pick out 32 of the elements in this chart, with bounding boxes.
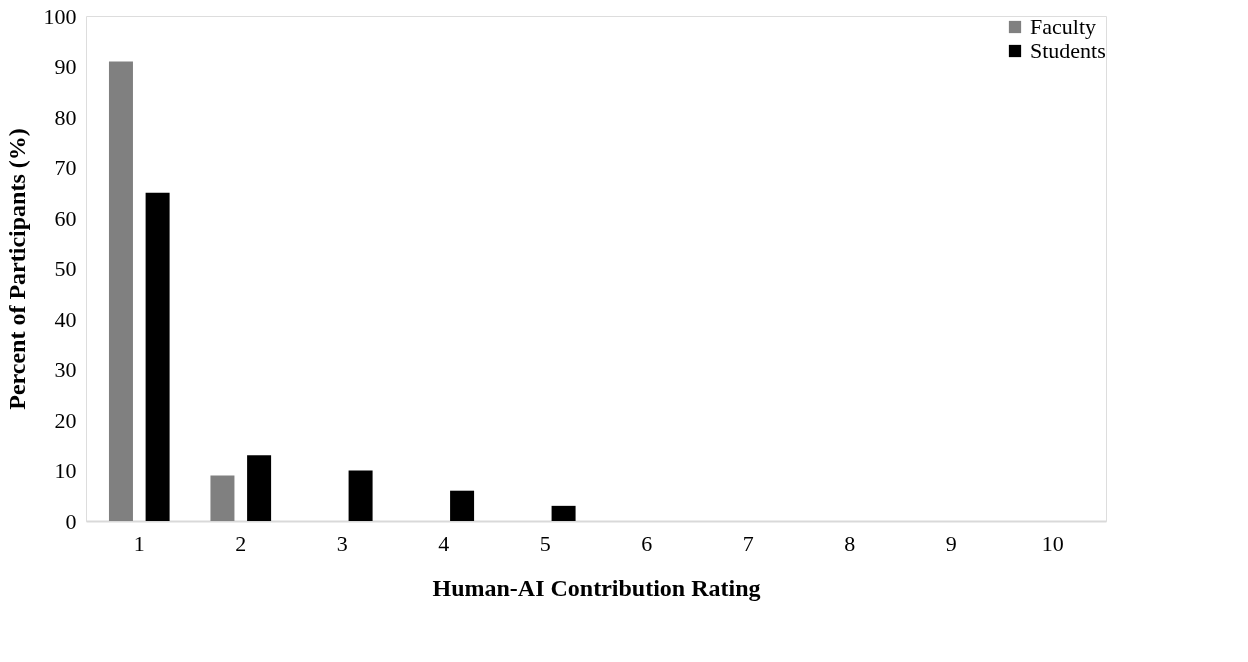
bar <box>450 490 475 521</box>
bar <box>348 470 373 521</box>
x-tick-label: 1 <box>133 530 145 556</box>
legend-label: Students <box>1030 38 1106 63</box>
y-tick-label: 20 <box>54 407 77 433</box>
legend-label: Faculty <box>1030 14 1096 39</box>
x-tick-label: 6 <box>641 530 653 556</box>
y-tick-label: 10 <box>54 458 77 483</box>
y-tick-label: 50 <box>54 256 77 281</box>
x-tick-label: 10 <box>1041 530 1064 556</box>
y-tick-label: 90 <box>54 54 77 79</box>
x-tick-label: 2 <box>235 530 247 556</box>
x-tick-label: 7 <box>742 530 754 556</box>
x-tick-label: 4 <box>438 530 450 556</box>
x-tick-label: 3 <box>336 530 348 556</box>
bar <box>210 475 235 521</box>
bar <box>247 455 272 521</box>
y-tick-label: 0 <box>65 508 77 534</box>
y-tick-label: 100 <box>43 3 77 29</box>
y-tick-label: 70 <box>54 155 77 180</box>
bar <box>551 505 576 521</box>
y-tick-label: 30 <box>54 357 77 382</box>
y-tick-label: 60 <box>54 205 77 231</box>
x-axis-title: Human-AI Contribution Rating <box>432 574 761 601</box>
x-tick-label: 5 <box>539 530 551 556</box>
y-axis-title: Percent of Participants (%) <box>3 128 30 410</box>
bar <box>145 192 170 521</box>
y-tick-label: 80 <box>54 104 77 130</box>
y-tick-label: 40 <box>54 306 77 332</box>
x-tick-label: 9 <box>945 530 957 556</box>
bar <box>108 61 133 521</box>
x-tick-label: 8 <box>844 530 856 556</box>
